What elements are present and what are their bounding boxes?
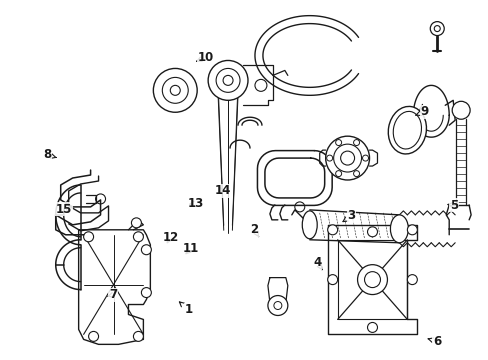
Circle shape (83, 232, 93, 242)
Text: 8: 8 (43, 148, 56, 161)
Circle shape (326, 155, 332, 161)
Circle shape (133, 232, 143, 242)
Circle shape (335, 171, 341, 177)
Text: 14: 14 (214, 184, 230, 197)
Circle shape (141, 288, 151, 298)
Circle shape (407, 275, 416, 285)
Circle shape (208, 60, 247, 100)
Circle shape (325, 136, 369, 180)
Circle shape (223, 75, 233, 85)
Circle shape (367, 323, 377, 332)
Circle shape (131, 218, 141, 228)
Circle shape (362, 155, 368, 161)
Text: 5: 5 (447, 199, 457, 212)
Text: 15: 15 (56, 203, 72, 216)
Circle shape (333, 144, 361, 172)
Ellipse shape (392, 111, 421, 149)
Circle shape (353, 171, 359, 177)
Circle shape (364, 272, 380, 288)
Circle shape (88, 332, 99, 341)
Circle shape (357, 265, 386, 294)
Text: 13: 13 (187, 197, 203, 210)
Circle shape (407, 225, 416, 235)
Text: 7: 7 (108, 288, 117, 301)
Circle shape (153, 68, 197, 112)
Text: 4: 4 (313, 256, 322, 270)
Circle shape (367, 227, 377, 237)
Circle shape (267, 296, 287, 315)
Circle shape (133, 332, 143, 341)
Circle shape (162, 77, 188, 103)
Ellipse shape (389, 215, 407, 243)
Text: 3: 3 (342, 210, 355, 222)
Circle shape (216, 68, 240, 92)
Circle shape (340, 151, 354, 165)
Text: 2: 2 (250, 223, 258, 237)
Text: 1: 1 (179, 302, 192, 316)
Circle shape (429, 22, 443, 36)
Ellipse shape (302, 211, 317, 239)
Circle shape (327, 225, 337, 235)
Text: 12: 12 (162, 231, 178, 244)
Circle shape (141, 245, 151, 255)
Text: 10: 10 (196, 51, 213, 64)
Ellipse shape (387, 107, 426, 154)
Text: 9: 9 (415, 105, 428, 118)
Circle shape (433, 26, 439, 32)
Circle shape (170, 85, 180, 95)
Text: 11: 11 (183, 242, 199, 255)
Circle shape (335, 140, 341, 145)
Circle shape (327, 275, 337, 285)
Circle shape (353, 140, 359, 145)
Text: 6: 6 (427, 335, 440, 348)
Circle shape (273, 302, 281, 310)
Circle shape (451, 101, 469, 119)
